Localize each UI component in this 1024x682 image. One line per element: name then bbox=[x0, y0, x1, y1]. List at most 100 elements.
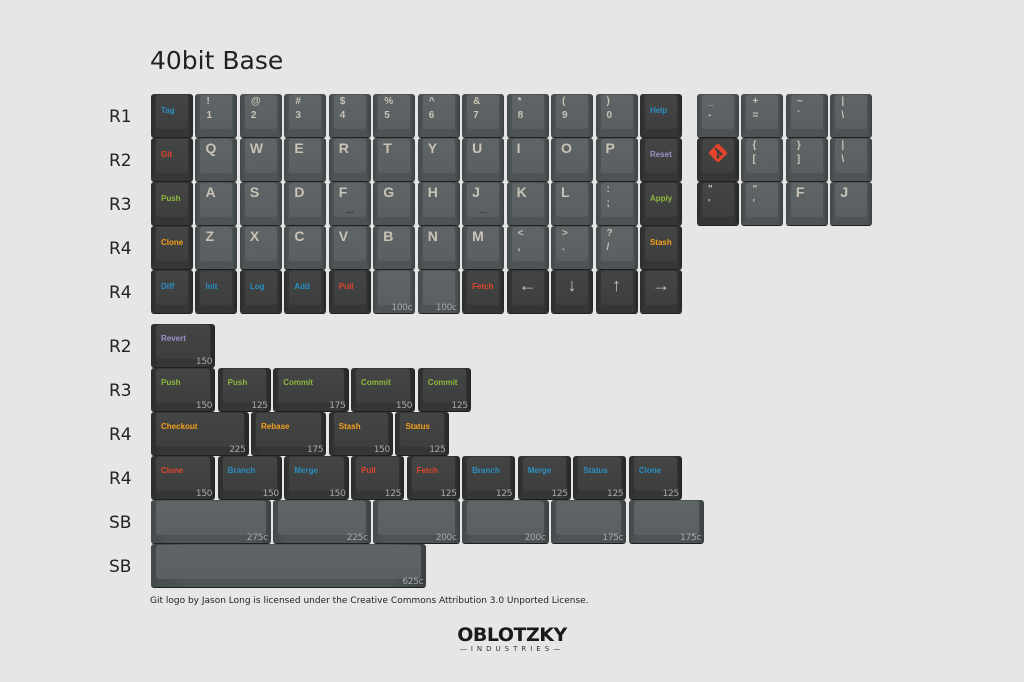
keycap: Q bbox=[195, 138, 238, 181]
legend-shifted: _ bbox=[708, 96, 714, 107]
row-label: SB bbox=[109, 557, 132, 577]
keycap-legend: ~ ` bbox=[797, 95, 803, 123]
keycap-top: Status bbox=[400, 413, 444, 447]
keycap-legend: Status bbox=[405, 422, 430, 431]
legend-shifted: } bbox=[796, 140, 801, 151]
keycap-legend: W bbox=[249, 140, 264, 156]
legend-base: 6 bbox=[428, 110, 435, 121]
keycap-top: P bbox=[600, 139, 633, 173]
keycap-size-label: 175c bbox=[602, 533, 624, 543]
legend-shifted: { bbox=[752, 140, 757, 151]
keycap: Fetch 125 bbox=[406, 456, 460, 499]
legend-shifted: + bbox=[752, 96, 759, 107]
keycap-size-label: 625c bbox=[402, 577, 424, 587]
keycap-top: Clone bbox=[156, 227, 188, 261]
keycap-top: | \ bbox=[835, 95, 868, 129]
keycap: (9 bbox=[551, 94, 594, 137]
legend-base: 7 bbox=[473, 110, 479, 121]
keycap-top: Merge bbox=[522, 457, 566, 491]
keycap-top: X bbox=[244, 227, 277, 261]
keycap: U bbox=[462, 138, 505, 181]
keycap-size-label: 100c bbox=[391, 303, 413, 313]
keycap-size-label: 225 bbox=[229, 445, 246, 455]
keycap-top: Push bbox=[156, 369, 211, 403]
legend-base: / bbox=[606, 242, 610, 253]
keycap-top bbox=[378, 271, 411, 305]
keycap-top: Y bbox=[422, 139, 455, 173]
keycap-legend: _ - bbox=[708, 95, 714, 123]
keycap-legend: (9 bbox=[562, 95, 568, 123]
keycap-legend: >. bbox=[562, 227, 568, 255]
keycap-top bbox=[556, 501, 622, 535]
keycap: _ - bbox=[697, 94, 739, 137]
keycap-legend: ^ 6 bbox=[429, 95, 435, 123]
keycap-top: Pull bbox=[333, 271, 366, 305]
keycap-size-label: 125 bbox=[440, 489, 457, 499]
keycap-legend: T bbox=[383, 140, 392, 156]
keycap-legend: Git bbox=[161, 150, 173, 159]
license-credit: Git logo by Jason Long is licensed under… bbox=[150, 596, 589, 606]
keycap: Commit 175 bbox=[273, 368, 349, 411]
keycap: 625c bbox=[151, 544, 427, 587]
keycap-top: Clone bbox=[633, 457, 677, 491]
legend-shifted: & bbox=[473, 96, 481, 107]
brand-logo: OBLOTZKY —INDUSTRIES— bbox=[452, 624, 572, 653]
keycap-legend: Branch bbox=[227, 466, 256, 475]
keycap-legend: Status bbox=[583, 466, 608, 475]
keycap-legend: Commit bbox=[361, 378, 391, 387]
keycap-top: Commit bbox=[422, 369, 466, 403]
keycap-legend: Fetch bbox=[416, 466, 438, 475]
keycap-top: J bbox=[835, 183, 868, 217]
arrow-left-icon: ← bbox=[518, 275, 537, 295]
keycap-top: Branch bbox=[222, 457, 277, 491]
keycap: Stash 150 bbox=[328, 412, 393, 455]
keycap-top: % 5 bbox=[378, 95, 411, 129]
keycap-legend: Stash bbox=[338, 422, 361, 431]
keycap-legend: Help bbox=[649, 106, 668, 115]
keycap-size-label: 175c bbox=[680, 533, 702, 543]
keycap: → bbox=[639, 270, 682, 313]
keycap-legend: Fetch bbox=[472, 282, 494, 291]
keycap: Merge 125 bbox=[517, 456, 571, 499]
keycap-top: Commit bbox=[278, 369, 344, 403]
legend-base: - bbox=[708, 110, 712, 121]
keycap-legend: Commit bbox=[427, 378, 458, 387]
keycap: Clone 125 bbox=[628, 456, 682, 499]
keycap: ) 0 bbox=[595, 94, 638, 137]
keycap: Diff bbox=[151, 270, 193, 313]
keycap-top: Init bbox=[200, 271, 233, 305]
keycap-legend: " ' bbox=[752, 183, 757, 211]
keycap: 175c bbox=[551, 500, 627, 543]
keycap: }] bbox=[785, 138, 828, 181]
legend-base: ] bbox=[796, 154, 801, 165]
legend-shifted: ! bbox=[206, 96, 210, 107]
keycap: E bbox=[284, 138, 327, 181]
keycap-size-label: 150 bbox=[262, 489, 280, 499]
keycap: ^ 6 bbox=[417, 94, 460, 137]
keycap-top: Revert bbox=[156, 325, 211, 359]
keycap: K bbox=[506, 182, 549, 225]
keycap-legend: }] bbox=[797, 139, 801, 167]
keycap-legend: Pull bbox=[361, 466, 376, 475]
keycap-legend: Add bbox=[294, 282, 310, 291]
legend-base: 5 bbox=[384, 110, 390, 121]
keycap-legend: Merge bbox=[294, 466, 318, 475]
keycap-size-label: 125 bbox=[451, 401, 468, 411]
keycap: R bbox=[328, 138, 371, 181]
row-label: R1 bbox=[109, 107, 132, 127]
keycap-legend: R bbox=[338, 140, 349, 156]
keycap-legend: Checkout bbox=[161, 422, 198, 431]
legend-base: 0 bbox=[606, 110, 613, 121]
keycap: Clone bbox=[151, 226, 193, 269]
keycap-legend: Stash bbox=[649, 238, 672, 247]
keycap-legend: ? / bbox=[607, 227, 613, 255]
keycap-size-label: 200c bbox=[524, 533, 546, 543]
keycap-top: @2 bbox=[244, 95, 277, 129]
page-title: 40bit Base bbox=[150, 46, 284, 75]
keycap: ↑ bbox=[595, 270, 638, 313]
keycap-top: <, bbox=[511, 227, 544, 261]
keycap-top: W bbox=[244, 139, 277, 173]
keycap: H bbox=[417, 182, 460, 225]
legend-base: 1 bbox=[206, 110, 212, 121]
keycap-legend: U bbox=[472, 140, 483, 156]
